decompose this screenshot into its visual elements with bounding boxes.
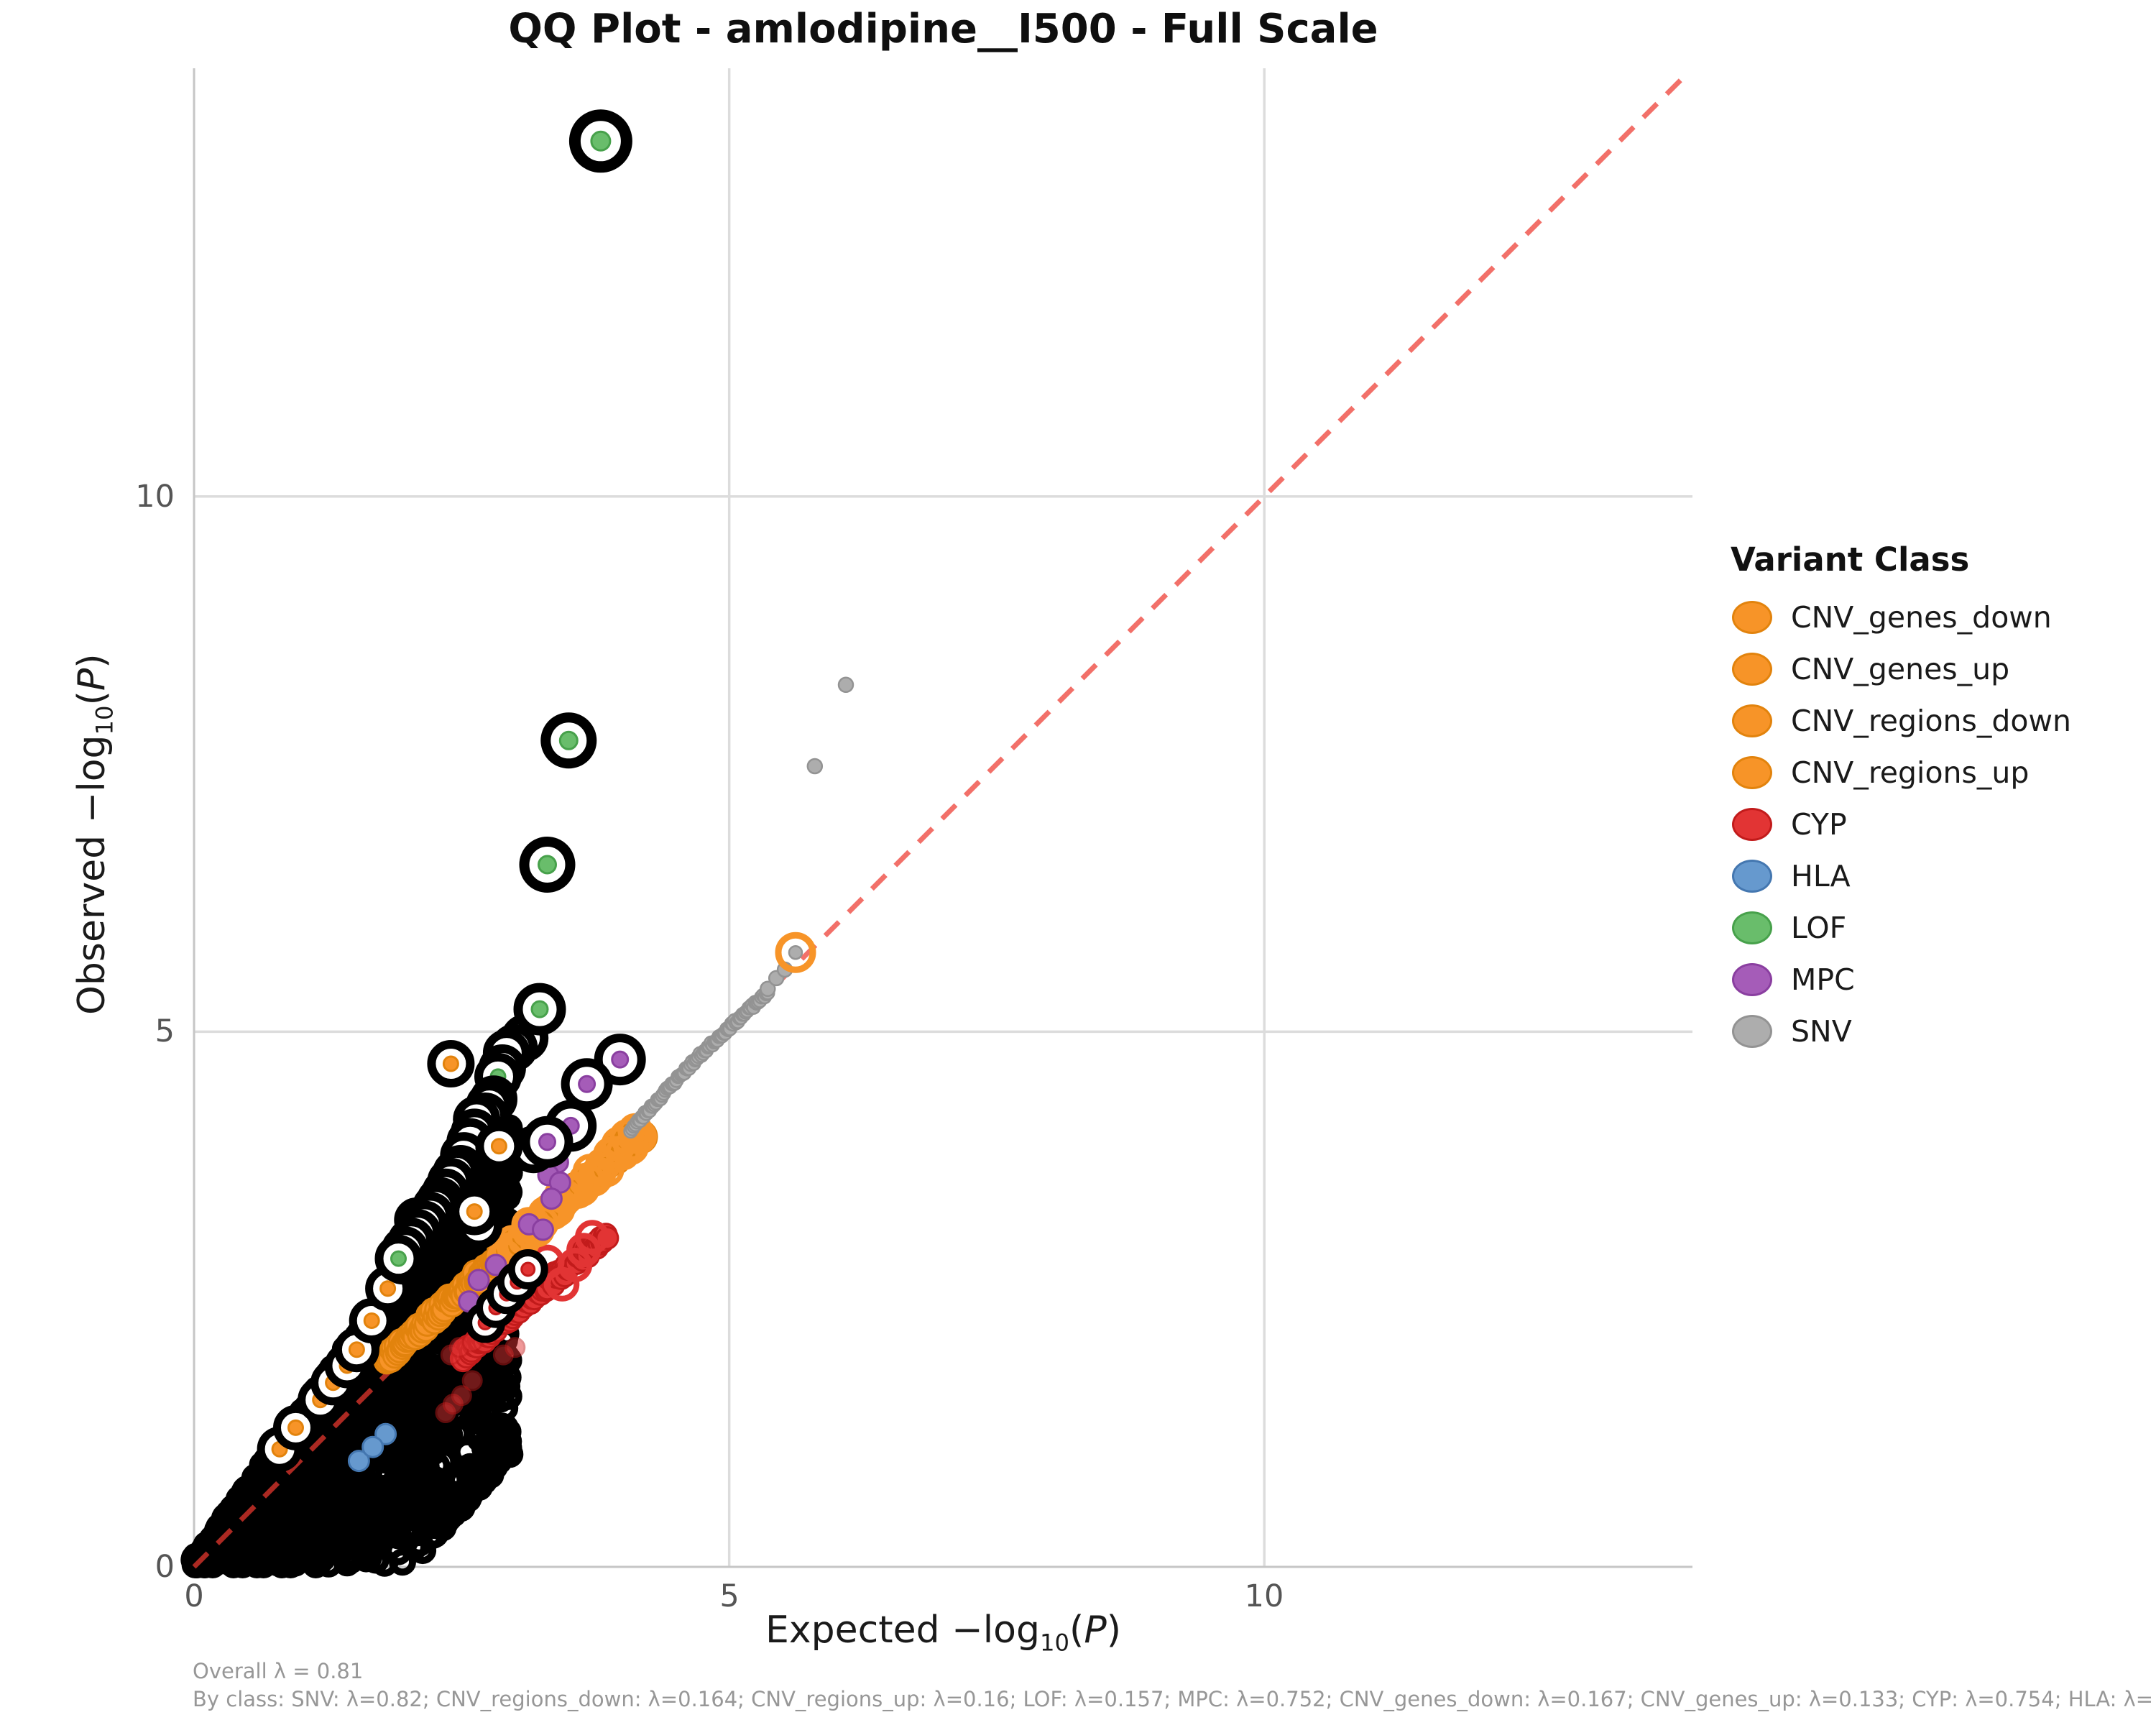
legend-swatch-icon [1732,1015,1772,1048]
legend-item-cnv_genes_up: CNV_genes_up [1728,643,2071,695]
series-ringed-lof-chain [374,1014,549,1283]
y-tick-label: 0 [155,1549,175,1585]
legend-item-cnv_genes_down: CNV_genes_down [1728,592,2071,643]
legend-swatch-icon [1732,808,1772,841]
page-title: QQ Plot - amlodipine__I500 - Full Scale [508,6,1378,52]
legend-swatch-icon [1732,601,1772,634]
series-ringed-lof-outliers [513,109,632,1036]
grid-and-spines [193,68,1692,1568]
x-tick-label: 0 [184,1578,204,1614]
legend-item-mpc: MPC [1728,954,2071,1006]
legend-item-snv: SNV [1728,1006,2071,1057]
series-cyp-light-dots [435,1331,526,1423]
legend-item-cnv_regions_up: CNV_regions_up [1728,747,2071,799]
series-ringed-cyp [465,1249,548,1343]
y-tick-label: 5 [155,1013,175,1049]
series-ringed-mpc [521,1034,646,1168]
legend-swatch-icon [1732,860,1772,893]
legend-swatch-icon [1732,756,1772,789]
legend-item-label: SNV [1791,1014,1852,1049]
series-hla-dots [347,1422,397,1473]
series-cnv-ring-on-snv [775,932,816,973]
x-tick-label: 5 [719,1578,740,1614]
legend-swatch-icon [1732,653,1772,686]
diagonal-reference-line [192,71,1690,1569]
caption-overall-lambda: Overall λ = 0.81 [193,1659,364,1683]
caption-by-class-lambda: By class: SNV: λ=0.82; CNV_regions_down:… [193,1687,2154,1711]
legend-item-label: HLA [1791,859,1851,893]
legend-item-label: LOF [1791,911,1847,945]
legend-item-hla: HLA [1728,850,2071,902]
legend-items: CNV_genes_down CNV_genes_up CNV_regions_do… [1728,592,2071,1057]
legend-item-label: MPC [1791,962,1855,997]
y-tick-label: 10 [135,479,175,515]
legend-item-label: CYP [1791,807,1847,842]
legend-title: Variant Class [1731,540,1970,579]
y-axis-label: Observed −log10(P) [70,653,119,1015]
legend: Variant Class CNV_genes_down CNV_genes_up… [1728,540,2071,1057]
series-snv-trail [623,676,854,1139]
legend-item-lof: LOF [1728,902,2071,954]
x-tick-label: 10 [1244,1578,1284,1614]
legend-swatch-icon [1732,911,1772,944]
legend-item-label: CNV_regions_down [1791,704,2072,738]
legend-swatch-icon [1732,704,1772,737]
legend-swatch-icon [1732,963,1772,996]
legend-item-cyp: CYP [1728,799,2071,850]
legend-item-label: CNV_genes_down [1791,600,2052,635]
legend-item-label: CNV_genes_up [1791,652,2010,686]
legend-item-label: CNV_regions_up [1791,755,2030,790]
legend-item-cnv_regions_down: CNV_regions_down [1728,695,2071,747]
x-axis-label: Expected −log10(P) [765,1609,1121,1657]
series-cyp-open-rings [530,1220,609,1302]
